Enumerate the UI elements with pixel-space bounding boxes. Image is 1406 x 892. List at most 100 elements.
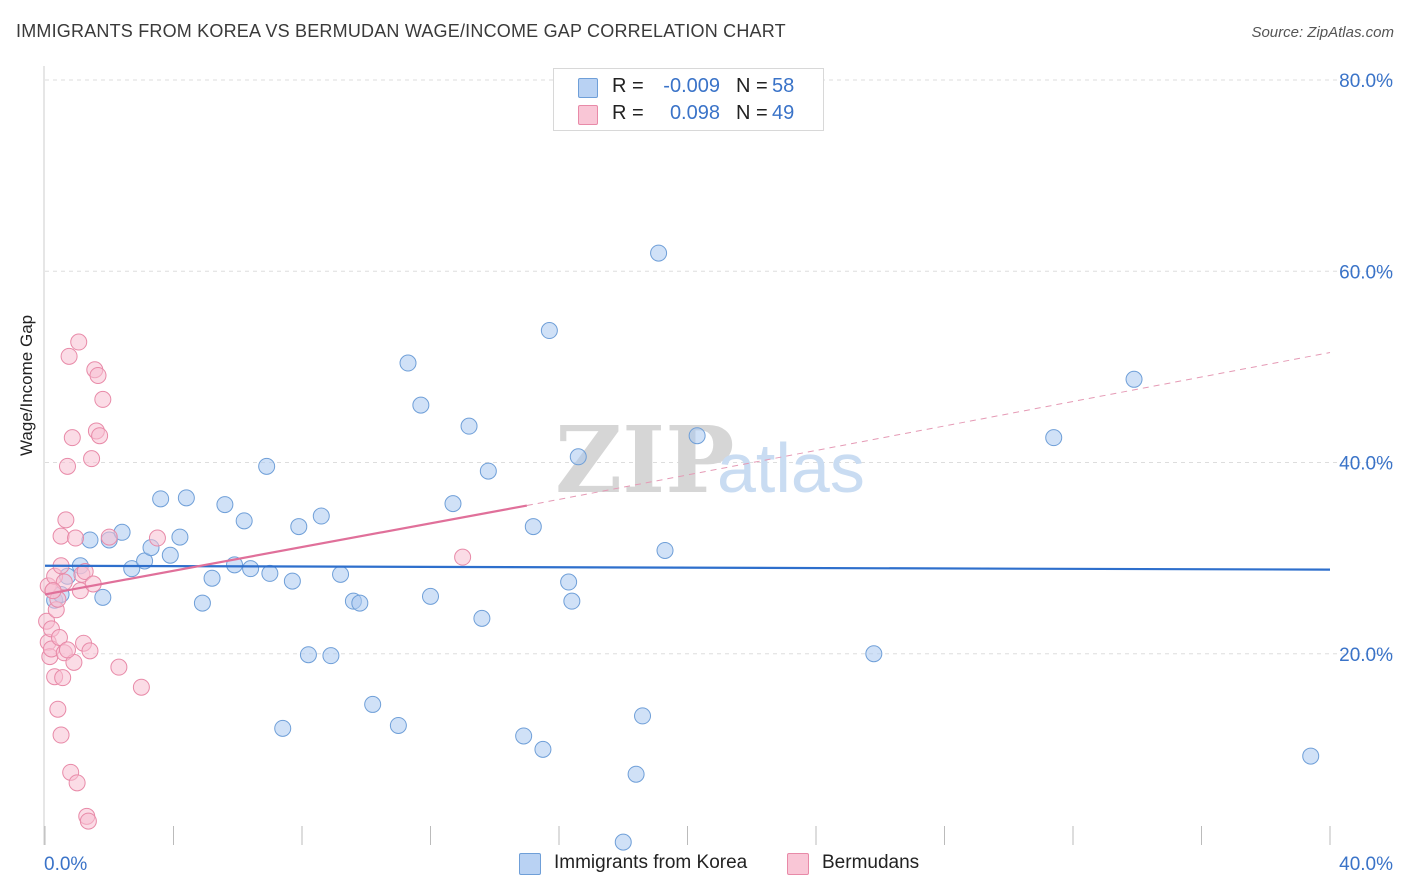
- data-point: [83, 450, 101, 468]
- data-point: [656, 541, 674, 559]
- data-point: [399, 354, 417, 372]
- data-point: [258, 457, 276, 475]
- y-tick-label: 60.0%: [1339, 262, 1393, 283]
- data-point: [540, 322, 558, 340]
- n-label: N =: [736, 102, 768, 124]
- data-point: [76, 563, 94, 581]
- data-point: [650, 244, 668, 262]
- data-point: [235, 512, 253, 530]
- data-point: [171, 528, 189, 546]
- data-point: [299, 646, 317, 664]
- data-point: [634, 707, 652, 725]
- y-axis-label: Wage/Income Gap: [17, 314, 36, 456]
- data-point: [193, 594, 211, 612]
- data-point: [52, 527, 70, 545]
- y-tick-label: 80.0%: [1339, 71, 1393, 92]
- data-point: [57, 511, 75, 529]
- data-point: [322, 647, 340, 665]
- y-tick-label: 40.0%: [1339, 454, 1393, 475]
- legend-label-bermudans: Bermudans: [822, 852, 920, 873]
- data-point: [312, 507, 330, 525]
- data-point: [203, 569, 221, 587]
- data-point: [865, 645, 883, 663]
- data-point: [152, 490, 170, 508]
- data-point: [290, 518, 308, 536]
- data-point: [1302, 747, 1320, 765]
- data-point: [67, 529, 85, 547]
- y-tick-label: 20.0%: [1339, 645, 1393, 666]
- data-point: [49, 700, 67, 718]
- data-point: [60, 347, 78, 365]
- axes: [43, 66, 1331, 845]
- data-point: [261, 564, 279, 582]
- data-point: [91, 427, 109, 445]
- data-point: [148, 529, 166, 547]
- trend-line-bermudans-extension: [526, 352, 1331, 507]
- data-point: [68, 774, 86, 792]
- n-value: 58: [772, 75, 795, 97]
- r-label: R =: [612, 102, 644, 124]
- r-value: 0.098: [669, 102, 720, 124]
- stats-swatch-korea: [578, 78, 598, 98]
- data-point: [70, 333, 88, 351]
- data-point: [81, 531, 99, 549]
- data-point: [54, 669, 72, 687]
- data-point: [1045, 429, 1063, 447]
- data-point: [216, 496, 234, 514]
- data-point: [50, 628, 68, 646]
- data-point: [81, 642, 99, 660]
- data-point: [627, 765, 645, 783]
- data-point: [283, 572, 301, 590]
- data-point: [94, 390, 112, 408]
- data-point: [132, 678, 150, 696]
- data-point: [351, 594, 369, 612]
- legend-swatch-bermudans: [787, 853, 809, 875]
- source-credit: Source: ZipAtlas.com: [1251, 24, 1394, 41]
- tick-labels: 20.0% 40.0% 60.0% 80.0% 0.0% 40.0%: [44, 71, 1393, 875]
- data-point: [274, 719, 292, 737]
- r-value: -0.009: [663, 75, 720, 97]
- n-label: N =: [736, 75, 768, 97]
- data-point: [454, 548, 472, 566]
- stats-swatch-bermudans: [578, 105, 598, 125]
- data-point: [242, 560, 260, 578]
- data-point: [364, 695, 382, 713]
- r-label: R =: [612, 75, 644, 97]
- data-point: [479, 462, 497, 480]
- data-point: [52, 726, 70, 744]
- chart-title: IMMIGRANTS FROM KOREA VS BERMUDAN WAGE/I…: [16, 21, 786, 41]
- data-point: [412, 396, 430, 414]
- data-point: [444, 495, 462, 513]
- data-point: [94, 588, 112, 606]
- n-value: 49: [772, 102, 795, 124]
- trend-line-korea: [44, 564, 1331, 571]
- data-point: [89, 366, 107, 384]
- data-point: [79, 812, 97, 830]
- legend-label-korea: Immigrants from Korea: [554, 852, 748, 873]
- data-point: [460, 417, 478, 435]
- data-point: [332, 565, 350, 583]
- data-point: [524, 518, 542, 536]
- data-point: [58, 457, 76, 475]
- watermark-atlas: atlas: [717, 429, 865, 507]
- trend-line-bermudans: [44, 504, 528, 596]
- legend-swatch-korea: [519, 853, 541, 875]
- data-point: [63, 429, 81, 447]
- data-point: [515, 727, 533, 745]
- series-immigrants-from-korea: [46, 244, 1320, 851]
- data-point: [44, 582, 62, 600]
- data-point: [177, 489, 195, 507]
- data-point: [1125, 370, 1143, 388]
- data-point: [563, 592, 581, 610]
- data-point: [389, 716, 407, 734]
- legend: Immigrants from Korea Bermudans: [0, 851, 1406, 877]
- data-point: [422, 587, 439, 605]
- x-tick-label: 0.0%: [44, 854, 87, 875]
- stats-box: R = -0.009 N = 58 R = 0.098 N = 49: [553, 68, 824, 131]
- x-tick-label: 40.0%: [1339, 854, 1393, 875]
- series-bermudans: [38, 333, 472, 830]
- data-point: [473, 609, 491, 627]
- data-point: [614, 833, 632, 851]
